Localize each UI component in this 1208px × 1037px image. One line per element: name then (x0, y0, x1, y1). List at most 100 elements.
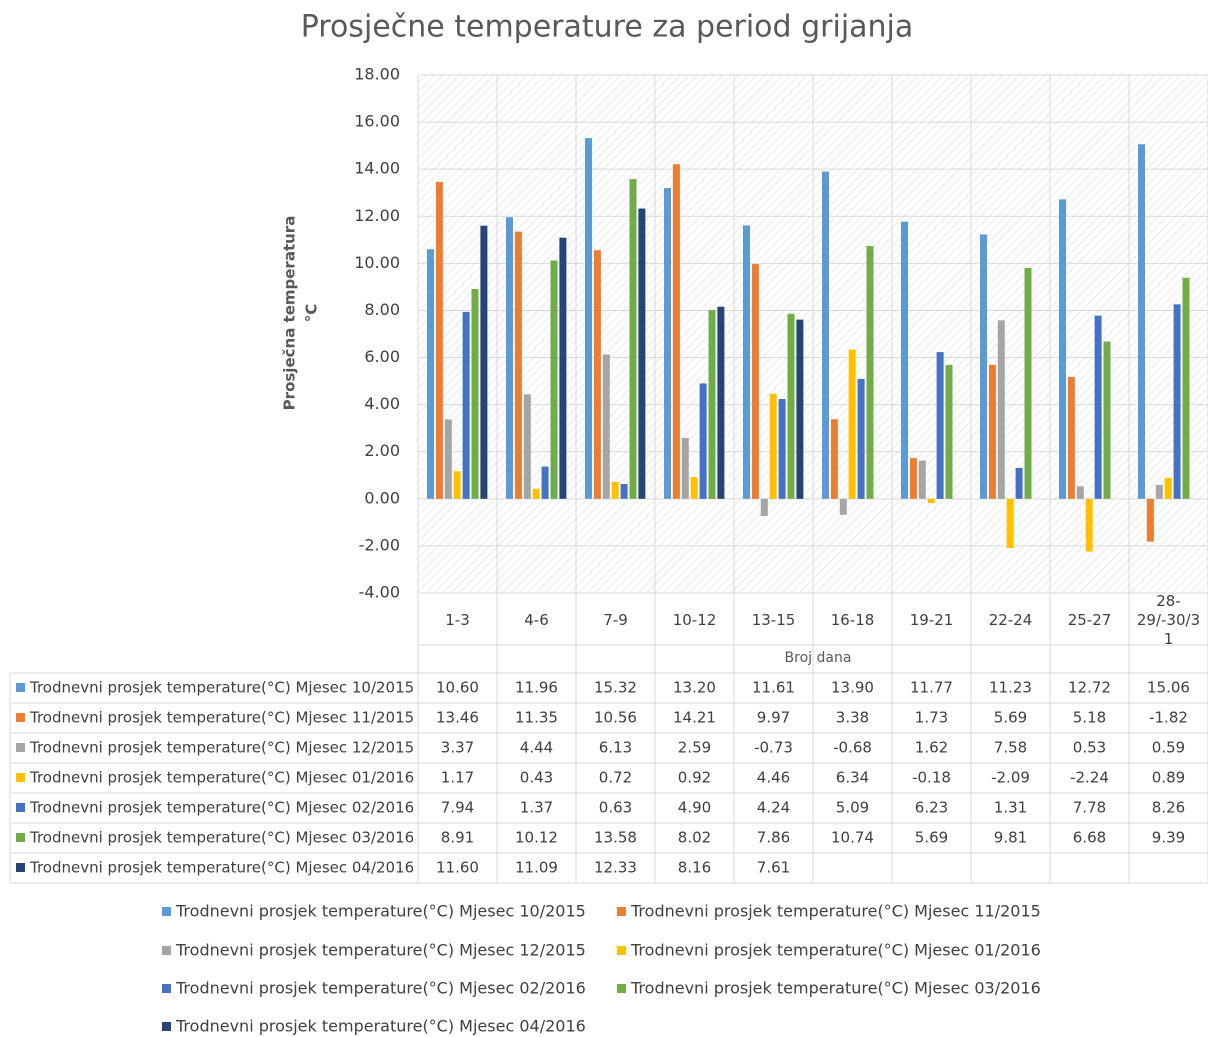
bar (664, 188, 671, 499)
bar (901, 221, 908, 499)
legend-marker (16, 863, 25, 872)
bar (427, 249, 434, 499)
bar (760, 498, 768, 517)
table-series-name: Trodnevni prosjek temperature(°C) Mjesec… (29, 829, 414, 847)
table-value: 6.34 (836, 769, 869, 787)
bar (638, 208, 646, 499)
table-value: 11.61 (752, 679, 795, 697)
table-series-name: Trodnevni prosjek temperature(°C) Mjesec… (29, 859, 414, 877)
table-value: 6.13 (599, 739, 632, 757)
table-value: -0.73 (754, 739, 793, 757)
y-tick-label: 10.00 (354, 253, 400, 272)
y-tick-label: 4.00 (364, 394, 400, 413)
bar (471, 289, 479, 499)
bar (743, 225, 750, 499)
y-tick-label: 14.00 (354, 159, 400, 178)
table-value: 1.73 (915, 709, 948, 727)
table-value: 13.58 (594, 829, 637, 847)
table-value: 8.91 (441, 829, 474, 847)
bar (681, 437, 689, 499)
bar (1076, 486, 1084, 499)
table-value: 1.17 (441, 769, 474, 787)
bar (918, 460, 926, 499)
table-value: 10.56 (594, 709, 637, 727)
table-value: 5.09 (836, 799, 869, 817)
bar (1015, 467, 1023, 499)
table-value: 4.44 (520, 739, 553, 757)
bar (1146, 498, 1154, 542)
legend-marker (617, 946, 626, 955)
legend-marker (16, 833, 25, 842)
table-value: 8.16 (678, 859, 711, 877)
bar (506, 217, 513, 499)
legend-label: Trodnevni prosjek temperature(°C) Mjesec… (630, 941, 1041, 960)
y-tick-label: 18.00 (354, 65, 400, 84)
bar (1094, 315, 1102, 499)
table-value: 4.46 (757, 769, 790, 787)
table-value: 11.09 (515, 859, 558, 877)
bar (550, 260, 558, 499)
legend-marker (162, 1022, 171, 1031)
legend-label: Trodnevni prosjek temperature(°C) Mjesec… (175, 941, 586, 960)
bar (997, 320, 1005, 499)
x-tick-label: 22-24 (988, 610, 1033, 629)
bar (822, 171, 829, 499)
table-value: 9.81 (994, 829, 1027, 847)
bar (532, 488, 540, 499)
bar (514, 231, 522, 499)
x-tick-label: 1-3 (445, 610, 470, 629)
bar (699, 383, 707, 499)
legend-label: Trodnevni prosjek temperature(°C) Mjesec… (630, 979, 1041, 998)
table-value: 1.31 (994, 799, 1027, 817)
bar (462, 311, 470, 499)
table-value: 13.90 (831, 679, 874, 697)
table-series-name: Trodnevni prosjek temperature(°C) Mjesec… (29, 679, 414, 697)
bar (480, 225, 488, 499)
table-value: 8.26 (1152, 799, 1185, 817)
bar (839, 498, 847, 515)
table-value: -2.24 (1070, 769, 1109, 787)
legend-label: Trodnevni prosjek temperature(°C) Mjesec… (175, 902, 586, 921)
table-value: 8.02 (678, 829, 711, 847)
bar (778, 398, 786, 499)
bar (708, 309, 716, 499)
x-tick-label: 28-29/-30/31 (1136, 591, 1201, 648)
legend-label: Trodnevni prosjek temperature(°C) Mjesec… (630, 902, 1041, 921)
bar (620, 483, 628, 499)
legend-marker (617, 984, 626, 993)
table-value: 0.89 (1152, 769, 1185, 787)
table-value: 7.78 (1073, 799, 1106, 817)
table-value: 0.92 (678, 769, 711, 787)
bar (593, 250, 601, 499)
bar (1155, 484, 1163, 499)
table-value: 5.69 (915, 829, 948, 847)
table-series-name: Trodnevni prosjek temperature(°C) Mjesec… (29, 769, 414, 787)
bar (1173, 304, 1181, 499)
legend-marker (162, 984, 171, 993)
legend-marker (162, 907, 171, 916)
bar (585, 138, 592, 499)
table-value: -0.68 (833, 739, 872, 757)
bar (523, 394, 531, 499)
table-value: 0.53 (1073, 739, 1106, 757)
y-tick-label: 0.00 (364, 488, 400, 507)
table-value: 13.20 (673, 679, 716, 697)
x-tick-label: 4-6 (524, 610, 549, 629)
table-value: 4.90 (678, 799, 711, 817)
x-axis-title: Broj dana (785, 650, 852, 666)
legend-marker (162, 946, 171, 955)
bar (769, 393, 777, 499)
bar (672, 164, 680, 499)
bar (1024, 267, 1032, 499)
legend-marker (16, 803, 25, 812)
table-value: 5.69 (994, 709, 1027, 727)
bar (909, 458, 917, 499)
table-value: 7.86 (757, 829, 790, 847)
table-value: 4.24 (757, 799, 790, 817)
table-value: 6.68 (1073, 829, 1106, 847)
bar (848, 349, 856, 499)
bar (945, 364, 953, 499)
table-value: 0.72 (599, 769, 632, 787)
bar (1182, 277, 1190, 499)
